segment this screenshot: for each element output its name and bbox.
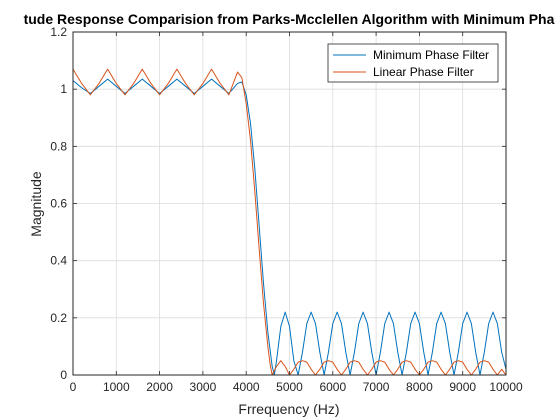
legend-label-linear-phase: Linear Phase Filter <box>373 65 474 79</box>
x-tick-label: 10000 <box>489 380 523 394</box>
ticks: 0 1000 2000 3000 4000 5000 6000 7000 8000 9000 100… <box>50 25 523 394</box>
y-tick-label: 0.4 <box>50 254 67 268</box>
y-axis-label: Magnitude <box>28 171 44 237</box>
legend-label-minimum-phase: Minimum Phase Filter <box>373 48 489 62</box>
x-tick-label: 8000 <box>406 380 433 394</box>
x-tick-label: 9000 <box>449 380 476 394</box>
x-tick-label: 3000 <box>190 380 217 394</box>
legend-box <box>327 43 499 83</box>
y-tick-label: 1.2 <box>50 25 67 39</box>
x-axis-label: Frrequency (Hz) <box>238 401 339 417</box>
y-tick-label: 0 <box>60 368 67 382</box>
y-tick-label: 0.8 <box>50 139 67 153</box>
x-tick-label: 7000 <box>363 380 390 394</box>
x-tick-label: 6000 <box>319 380 346 394</box>
series-layer <box>72 68 507 376</box>
legend: Minimum Phase Filter Linear Phase Filter <box>327 43 499 83</box>
y-tick-label: 1 <box>60 82 67 96</box>
x-tick-label: 1000 <box>103 380 130 394</box>
x-tick-label: 2000 <box>146 380 173 394</box>
y-tick-label: 0.2 <box>50 311 67 325</box>
chart-title: tude Response Comparision from Parks-Mcc… <box>24 11 555 27</box>
x-tick-label: 4000 <box>233 380 260 394</box>
series-line-linear-phase <box>72 68 507 376</box>
y-tick-label: 0.6 <box>50 197 67 211</box>
x-tick-label: 5000 <box>276 380 303 394</box>
x-tick-label: 0 <box>70 380 77 394</box>
